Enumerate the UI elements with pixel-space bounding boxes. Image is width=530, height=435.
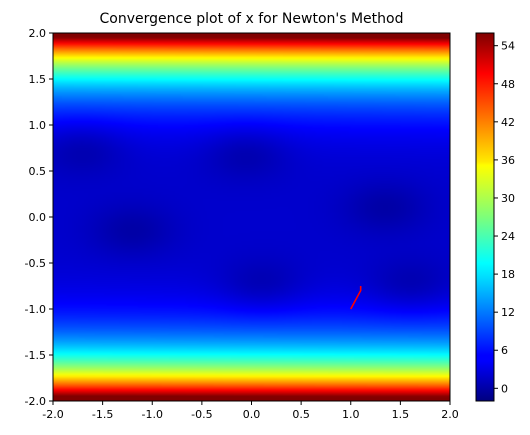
x-tick: 1.0 bbox=[342, 401, 360, 421]
colorbar-tick-label: 6 bbox=[501, 344, 508, 357]
y-tick: -0.5 bbox=[25, 257, 53, 270]
y-tick-label: 1.5 bbox=[29, 73, 47, 86]
x-tick-label: 1.0 bbox=[342, 408, 360, 421]
colorbar-tick: 24 bbox=[494, 230, 515, 243]
x-tick: -1.5 bbox=[92, 401, 113, 421]
y-tick-label: -1.5 bbox=[25, 349, 46, 362]
heatmap-surface bbox=[53, 33, 450, 401]
colorbar-tick-label: 36 bbox=[501, 154, 515, 167]
x-tick-label: 0.5 bbox=[292, 408, 310, 421]
x-tick-label: -1.0 bbox=[142, 408, 163, 421]
y-tick: 0.5 bbox=[29, 165, 53, 178]
y-axis: 2.0 1.5 1.0 0.5 0.0 -0.5 -1.0 -1.5 -2.0 bbox=[25, 27, 53, 408]
x-tick-label: -1.5 bbox=[92, 408, 113, 421]
colorbar-tick: 18 bbox=[494, 268, 515, 281]
x-tick: -0.5 bbox=[191, 401, 213, 421]
chart-title: Convergence plot of x for Newton's Metho… bbox=[100, 11, 404, 27]
y-tick: -1.5 bbox=[25, 349, 53, 362]
x-tick-label: -0.5 bbox=[191, 408, 212, 421]
x-tick: 1.5 bbox=[392, 401, 410, 421]
colorbar-tick-label: 18 bbox=[501, 268, 515, 281]
x-tick-label: -2.0 bbox=[42, 408, 63, 421]
colorbar-tick-label: 24 bbox=[501, 230, 515, 243]
x-tick-label: 2.0 bbox=[441, 408, 459, 421]
x-tick-label: 0.0 bbox=[243, 408, 261, 421]
colorbar-tick: 36 bbox=[494, 154, 515, 167]
colorbar-tick: 12 bbox=[494, 306, 515, 319]
x-tick-label: 1.5 bbox=[392, 408, 410, 421]
x-tick: 0.0 bbox=[243, 401, 261, 421]
y-tick: 0.0 bbox=[29, 211, 53, 224]
y-tick: 1.5 bbox=[29, 73, 53, 86]
x-axis: -2.0 -1.5 -1.0 -0.5 0.0 0.5 1.0 1.5 2.0 bbox=[42, 401, 459, 421]
colorbar-tick-label: 54 bbox=[501, 40, 515, 53]
colorbar-tick: 0 bbox=[494, 382, 508, 395]
y-tick-label: 1.0 bbox=[29, 119, 47, 132]
y-tick-label: -2.0 bbox=[25, 395, 46, 408]
y-tick: -1.0 bbox=[25, 303, 53, 316]
x-tick: -2.0 bbox=[42, 401, 64, 421]
x-tick: 2.0 bbox=[441, 401, 459, 421]
colorbar-tick-label: 0 bbox=[501, 382, 508, 395]
plot-area bbox=[52, 32, 451, 402]
colorbar-tick-label: 30 bbox=[501, 192, 515, 205]
x-tick: 0.5 bbox=[292, 401, 310, 421]
y-tick: 1.0 bbox=[29, 119, 53, 132]
colorbar-tick-label: 48 bbox=[501, 78, 515, 91]
colorbar-tick-label: 42 bbox=[501, 116, 515, 129]
colorbar-tick: 30 bbox=[494, 192, 515, 205]
colorbar-tick: 54 bbox=[494, 40, 515, 53]
y-tick-label: 2.0 bbox=[29, 27, 47, 40]
colorbar: 54 48 42 36 30 24 18 12 6 0 bbox=[475, 32, 515, 402]
colorbar-gradient bbox=[475, 32, 495, 402]
y-tick: -2.0 bbox=[25, 395, 53, 408]
y-tick-label: -0.5 bbox=[25, 257, 46, 270]
colorbar-tick: 42 bbox=[494, 116, 515, 129]
colorbar-tick-label: 12 bbox=[501, 306, 515, 319]
y-tick-label: 0.5 bbox=[29, 165, 47, 178]
x-tick: -1.0 bbox=[142, 401, 163, 421]
newton-trajectory-line bbox=[350, 286, 362, 310]
y-tick-label: -1.0 bbox=[25, 303, 46, 316]
colorbar-tick: 48 bbox=[494, 78, 515, 91]
colorbar-tick: 6 bbox=[494, 344, 508, 357]
y-tick: 2.0 bbox=[29, 27, 53, 40]
y-tick-label: 0.0 bbox=[29, 211, 47, 224]
